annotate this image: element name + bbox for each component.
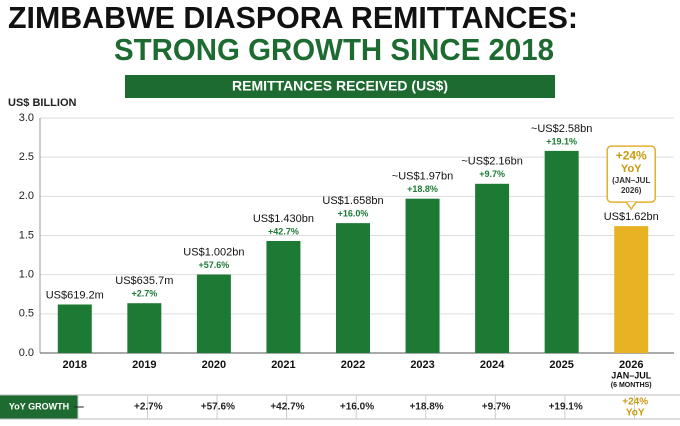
chart-subtitle: STRONG GROWTH SINCE 2018	[114, 32, 554, 67]
value-label: ~US$2.58bn	[531, 123, 592, 135]
y-tick-label: 2.0	[19, 190, 34, 202]
value-label: ~US$1.97bn	[392, 171, 453, 183]
table-cell: +18.8%	[409, 402, 443, 413]
table-cell: +24%	[622, 397, 648, 408]
growth-label: +42.7%	[268, 226, 299, 236]
callout-text: +24%	[616, 148, 647, 162]
value-label: US$1.658bn	[322, 195, 383, 207]
growth-label: +16.0%	[338, 208, 369, 218]
y-tick-label: 3.0	[19, 112, 34, 124]
growth-label: +18.8%	[407, 184, 438, 194]
x-tick-label: 2024	[480, 359, 505, 371]
table-cell: YoY	[626, 408, 645, 419]
value-label: US$1.430bn	[253, 213, 314, 225]
bar	[196, 274, 231, 353]
y-tick-label: 2.5	[19, 151, 34, 163]
y-tick-label: 1.5	[19, 229, 34, 241]
bar	[544, 150, 579, 353]
table-cell: +19.1%	[549, 402, 583, 413]
x-tick-label: 2020	[202, 359, 226, 371]
value-label: US$619.2m	[46, 289, 104, 301]
callout-text: (JAN–JUL	[612, 176, 650, 185]
table-cell: +2.7%	[134, 402, 163, 413]
chart-title: ZIMBABWE DIASPORA REMITTANCES:	[8, 0, 578, 35]
y-tick-label: 0.5	[19, 308, 34, 320]
bar	[336, 223, 370, 353]
callout-pointer	[625, 201, 637, 211]
value-label: US$635.7m	[115, 275, 173, 287]
bar	[405, 198, 440, 353]
growth-label: +9.7%	[479, 169, 505, 179]
y-tick-label: 1.0	[19, 269, 34, 281]
banner: REMITTANCES RECEIVED (US$)	[232, 78, 448, 94]
x-tick-label: 2023	[410, 359, 434, 371]
x-tick-label: 2025	[549, 359, 573, 371]
bar	[614, 226, 649, 353]
growth-label: +57.6%	[198, 260, 229, 270]
table-header: YoY GROWTH	[9, 401, 69, 411]
bar	[127, 303, 162, 353]
bar	[266, 240, 301, 353]
x-tick-label: 2026	[619, 359, 643, 371]
x-tick-label: 2018	[63, 359, 87, 371]
callout-text: YoY	[621, 163, 642, 175]
table-cell: +9.7%	[482, 402, 511, 413]
table-header-bg	[0, 395, 78, 419]
bar	[57, 304, 92, 353]
x-tick-label: 2021	[271, 359, 295, 371]
x-tick-label: 2019	[132, 359, 156, 371]
y-tick-label: 0.0	[19, 347, 34, 359]
table-cell: +57.6%	[201, 402, 235, 413]
x-tick-note: (6 MONTHS)	[611, 382, 652, 389]
y-axis-label: US$ BILLION	[8, 97, 77, 109]
callout-text: 2026)	[621, 186, 642, 195]
table-cell: +16.0%	[340, 402, 374, 413]
value-label: ~US$2.16bn	[461, 156, 522, 168]
growth-label: +2.7%	[131, 289, 157, 299]
bar	[475, 183, 510, 353]
value-label: US$1.62bn	[604, 211, 659, 223]
banner-bg	[125, 75, 555, 98]
x-tick-note: JAN–JUL	[611, 370, 652, 380]
x-tick-label: 2022	[341, 359, 365, 371]
table-cell: —	[74, 402, 84, 413]
table-cell: +42.7%	[270, 402, 304, 413]
growth-label: +19.1%	[546, 136, 577, 146]
value-label: US$1.002bn	[183, 246, 244, 258]
